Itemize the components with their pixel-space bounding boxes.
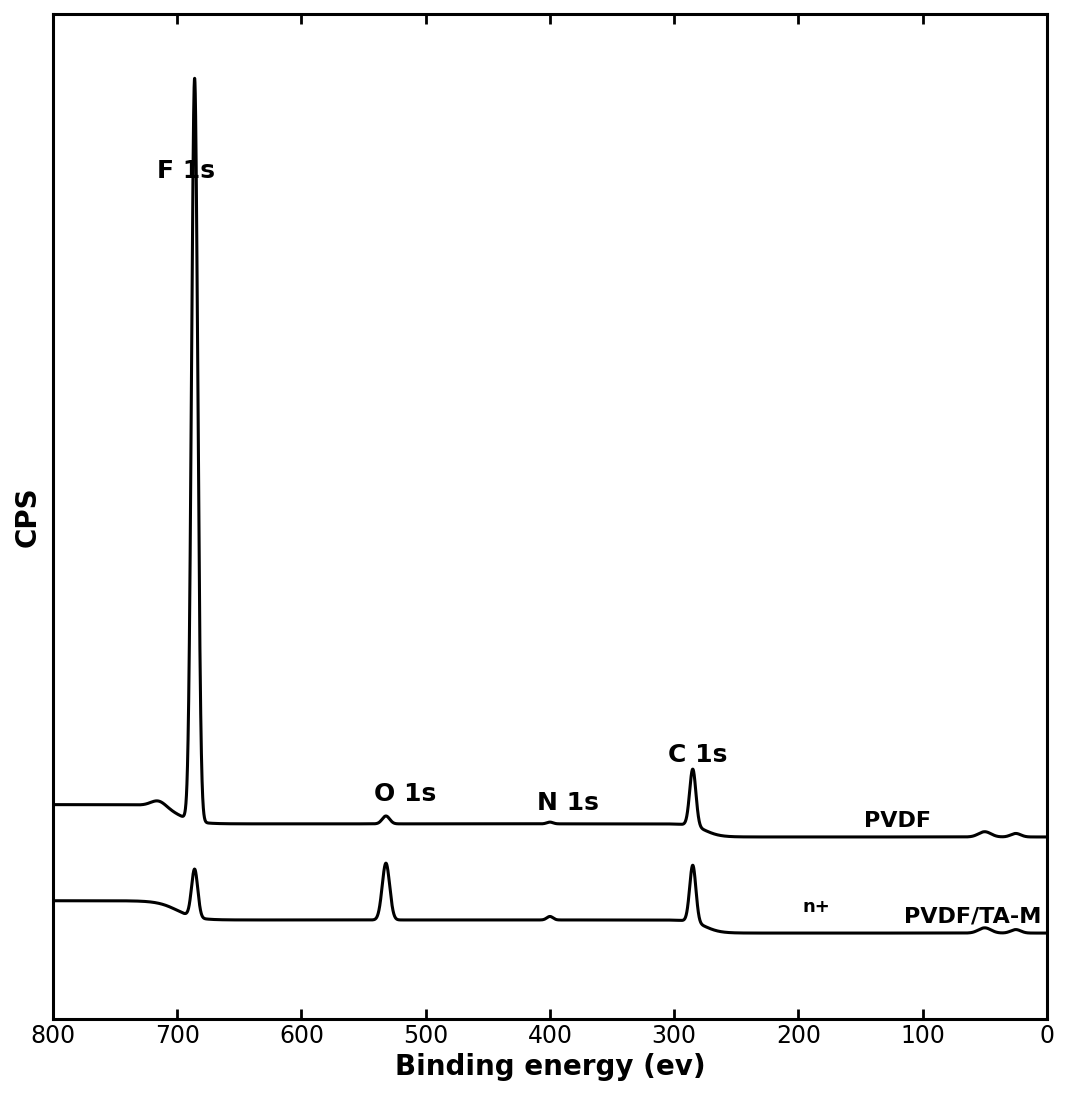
X-axis label: Binding energy (ev): Binding energy (ev)	[395, 1053, 705, 1081]
Y-axis label: CPS: CPS	[14, 486, 42, 546]
Text: n+: n+	[802, 899, 830, 917]
Text: PVDF: PVDF	[865, 810, 931, 831]
Text: PVDF/TA-M: PVDF/TA-M	[904, 907, 1041, 927]
Text: N 1s: N 1s	[538, 791, 599, 815]
Text: C 1s: C 1s	[668, 744, 728, 768]
Text: F 1s: F 1s	[157, 159, 216, 183]
Text: O 1s: O 1s	[373, 782, 436, 806]
